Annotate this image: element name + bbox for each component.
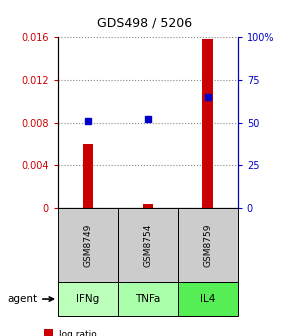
Text: IFNg: IFNg — [76, 294, 99, 304]
Bar — [142, 204, 153, 208]
Bar — [58, 282, 118, 316]
Bar — [118, 208, 178, 282]
Bar — [118, 282, 178, 316]
Text: GSM8749: GSM8749 — [84, 223, 93, 267]
Text: GSM8759: GSM8759 — [203, 223, 212, 267]
Bar — [44, 329, 53, 336]
Bar — [83, 144, 93, 208]
Text: TNFa: TNFa — [135, 294, 161, 304]
Text: agent: agent — [7, 294, 53, 304]
Bar — [178, 208, 238, 282]
Text: GSM8754: GSM8754 — [143, 223, 153, 267]
Bar — [178, 282, 238, 316]
Text: log ratio: log ratio — [59, 330, 97, 336]
Text: IL4: IL4 — [200, 294, 215, 304]
Bar — [202, 39, 213, 208]
Text: GDS498 / 5206: GDS498 / 5206 — [97, 17, 193, 30]
Bar — [58, 208, 118, 282]
